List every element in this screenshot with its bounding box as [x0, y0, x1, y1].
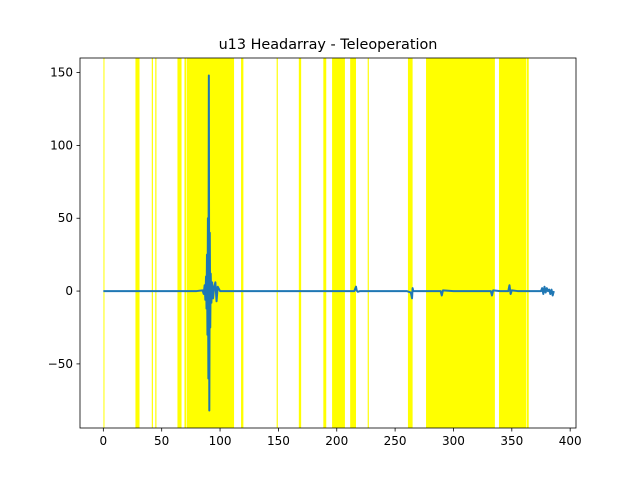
- highlight-span-14: [407, 58, 413, 428]
- highlight-span-16: [498, 58, 527, 428]
- x-axis: 0 50 100 150 200 250 300 350 400: [100, 428, 582, 448]
- x-tick-label: 300: [442, 434, 465, 448]
- y-tick-label: 150: [50, 66, 73, 80]
- x-tick-label: 250: [384, 434, 407, 448]
- x-tick-label: 400: [559, 434, 582, 448]
- highlight-span-5: [184, 58, 187, 428]
- series-line-0: [103, 74, 555, 412]
- data-series: [103, 74, 555, 412]
- highlight-span-13: [367, 58, 369, 428]
- y-tick-label: 0: [65, 284, 73, 298]
- highlight-span-9: [298, 58, 302, 428]
- highlight-span-12: [350, 58, 357, 428]
- x-tick-label: 350: [500, 434, 523, 448]
- highlight-span-8: [276, 58, 278, 428]
- highlight-span-11: [332, 58, 345, 428]
- y-tick-label: 100: [50, 138, 73, 152]
- highlight-span-15: [426, 58, 495, 428]
- chart-title: u13 Headarray - Teleoperation: [219, 37, 438, 53]
- highlight-span-0: [103, 58, 105, 428]
- x-tick-label: 50: [154, 434, 169, 448]
- highlight-span-2: [151, 58, 153, 428]
- highlight-span-17: [526, 58, 529, 428]
- highlight-spans: [103, 58, 529, 428]
- highlight-span-7: [241, 58, 244, 428]
- x-tick-label: 200: [325, 434, 348, 448]
- x-tick-label: 0: [100, 434, 108, 448]
- y-axis: −50 0 50 100 150: [48, 66, 80, 371]
- highlight-span-3: [155, 58, 157, 428]
- x-tick-label: 150: [267, 434, 290, 448]
- x-tick-label: 100: [209, 434, 232, 448]
- plot-frame: [79, 57, 577, 429]
- y-tick-label: −50: [48, 357, 73, 371]
- y-tick-label: 50: [58, 211, 73, 225]
- highlight-span-10: [323, 58, 327, 428]
- highlight-span-1: [135, 58, 140, 428]
- highlight-span-4: [177, 58, 182, 428]
